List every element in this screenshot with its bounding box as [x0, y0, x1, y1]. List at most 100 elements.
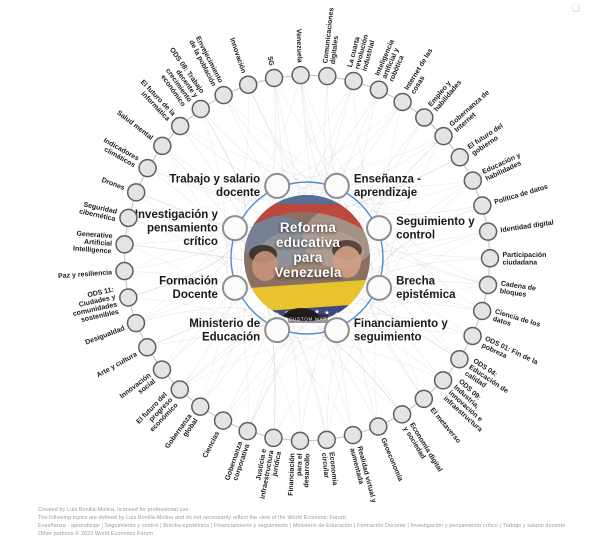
outer-topic-label[interactable]: Justicia einfraestructurajurídica	[252, 448, 283, 501]
outer-topic-node[interactable]	[392, 405, 412, 424]
outer-topic-node[interactable]	[170, 116, 190, 136]
inner-topic-label[interactable]: Enseñanza -aprendizaje	[354, 174, 421, 200]
outer-topic-label[interactable]: Innovaciónsocial	[119, 372, 157, 406]
outer-topic-node[interactable]	[191, 397, 210, 416]
outer-topic-label[interactable]: Realidad virtual yaumentada	[348, 446, 377, 505]
outer-topic-label[interactable]: GenerativeArtificialIntelligence	[73, 230, 113, 256]
inner-topic-label[interactable]: Ministerio de Educación	[189, 318, 260, 344]
outer-topic-node[interactable]	[290, 431, 310, 451]
inner-topic-node[interactable]	[264, 317, 291, 344]
outer-topic-label[interactable]: Gobernanza deInternet	[449, 89, 497, 134]
outer-topic-node[interactable]	[480, 249, 500, 268]
outer-topic-label[interactable]: Seguridadcibernética	[78, 201, 117, 223]
outer-topic-node[interactable]	[472, 301, 492, 321]
outer-topic-label[interactable]: Salud mental	[115, 110, 154, 142]
outer-topic-label[interactable]: Identidad digital	[500, 220, 554, 235]
outer-topic-label[interactable]: Cadena debloques	[499, 280, 536, 300]
inner-topic-node[interactable]	[366, 274, 393, 301]
outer-topic-node[interactable]	[138, 338, 157, 357]
inner-topic-label[interactable]: Brecha epistémica	[396, 276, 456, 302]
outer-topic-node[interactable]	[126, 183, 146, 202]
center-photo[interactable]: ★★★★★★★	[237, 195, 376, 344]
outer-topic-node[interactable]	[115, 235, 134, 254]
outer-topic-label[interactable]: Venezuela	[295, 29, 303, 63]
outer-topic-node[interactable]	[291, 65, 310, 85]
inner-topic-node[interactable]	[323, 317, 350, 344]
inner-topic-label[interactable]: Financiamiento y seguimiento	[354, 318, 449, 344]
outer-topic-node[interactable]	[317, 430, 336, 450]
outer-topic-node[interactable]	[344, 71, 363, 91]
custom-map-badge-label: CUSTOM MAP	[289, 317, 327, 322]
inner-topic-node[interactable]	[221, 274, 248, 301]
watermark-icon[interactable]: ❏	[571, 3, 580, 13]
outer-topic-node[interactable]	[138, 158, 157, 178]
outer-topic-label[interactable]: Ciencia de losdatos	[492, 309, 541, 337]
outer-topic-label[interactable]: Empleo yhabilidades	[427, 74, 463, 113]
outer-topic-node[interactable]	[478, 275, 498, 295]
outer-topic-node[interactable]	[264, 68, 284, 88]
outer-topic-label[interactable]: Economía digitaly sociedad	[402, 422, 444, 477]
inner-topic-node[interactable]	[323, 172, 350, 199]
outer-topic-label[interactable]: Financiaciónpara eldesarrollo	[288, 453, 312, 497]
outer-topic-node[interactable]	[152, 360, 172, 379]
outer-topic-label[interactable]: 5G	[266, 56, 275, 67]
outer-topic-label[interactable]: Indicadoresclimáticos	[98, 137, 140, 169]
outer-topic-node[interactable]	[473, 196, 492, 215]
inner-topic-label[interactable]: Trabajo y salario docente	[169, 174, 260, 200]
outer-topic-node[interactable]	[119, 288, 138, 307]
inner-topic-label[interactable]: Investigación y pensamiento crítico	[135, 209, 219, 248]
outer-topic-label[interactable]: Economíacircular	[320, 452, 338, 487]
inner-topic-node[interactable]	[221, 215, 248, 242]
outer-topic-node[interactable]	[153, 136, 172, 156]
outer-topic-label[interactable]: Comunicacionesdigitales	[322, 7, 343, 64]
outer-topic-label[interactable]: El futuro delgobierno	[467, 123, 509, 158]
outer-topic-node[interactable]	[450, 148, 470, 167]
outer-topic-node[interactable]	[369, 80, 389, 99]
outer-topic-node[interactable]	[415, 108, 434, 127]
outer-topic-label[interactable]: Ciencias	[202, 430, 221, 459]
outer-topic-node[interactable]	[343, 425, 363, 445]
outer-topic-label[interactable]: ODS 08: Trabajodecente ycrecimientoeconó…	[149, 47, 205, 108]
outer-topic-node[interactable]	[115, 261, 134, 281]
svg-text:educativa: educativa	[276, 235, 340, 250]
outer-topic-label[interactable]: Paz y resiliencia	[58, 269, 113, 280]
outer-topic-node[interactable]	[170, 380, 190, 399]
outer-topic-node[interactable]	[264, 428, 283, 448]
outer-topic-node[interactable]	[126, 313, 146, 333]
outer-topic-node[interactable]	[318, 66, 337, 86]
inner-topic-label[interactable]: Formación Docente	[159, 276, 218, 302]
outer-topic-node[interactable]	[434, 126, 453, 146]
inner-topic-node[interactable]	[264, 172, 291, 199]
outer-topic-node[interactable]	[238, 421, 257, 441]
outer-topic-node[interactable]	[450, 349, 469, 369]
outer-topic-label[interactable]: Desigualdad	[84, 325, 125, 346]
outer-topic-node[interactable]	[214, 85, 233, 105]
outer-topic-label[interactable]: El futuro delprogresoeconómico	[135, 391, 179, 436]
outer-topic-label[interactable]: Innovación	[228, 37, 247, 74]
outer-topic-node[interactable]	[463, 171, 483, 190]
outer-topic-label[interactable]: Geoeconomía	[379, 437, 404, 482]
outer-topic-label[interactable]: Educación yhabilidades	[481, 152, 525, 183]
outer-topic-node[interactable]	[119, 208, 138, 228]
outer-topic-node[interactable]	[191, 99, 211, 119]
outer-topic-label[interactable]: Drones	[100, 177, 125, 192]
outer-topic-label[interactable]: ODS 11:Ciudades ycomunidadessostenibles	[69, 287, 120, 326]
outer-topic-label[interactable]: Arte y cultura	[96, 351, 139, 379]
outer-topic-label[interactable]: Política de datos	[494, 184, 549, 207]
outer-topic-label[interactable]: Gobernanzacorporativa	[224, 441, 251, 484]
outer-topic-node[interactable]	[414, 389, 434, 409]
outer-topic-node[interactable]	[238, 75, 258, 94]
outer-topic-label[interactable]: Gobernanzaglobal	[164, 413, 200, 454]
outer-topic-node[interactable]	[213, 411, 233, 430]
outer-topic-node[interactable]	[369, 417, 388, 436]
inner-topic-label[interactable]: Seguimiento y control	[396, 216, 475, 242]
outer-topic-node[interactable]	[478, 222, 498, 241]
outer-topic-label[interactable]: La cuartarevoluciónindustrial	[347, 32, 377, 72]
outer-topic-label[interactable]: Internet de lascosas	[404, 47, 441, 95]
outer-topic-node[interactable]	[433, 371, 453, 390]
outer-topic-node[interactable]	[463, 326, 482, 346]
outer-topic-node[interactable]	[393, 92, 412, 112]
inner-topic-node[interactable]	[366, 215, 393, 242]
outer-topic-label[interactable]: Inteligenciaartificial yrobótica	[374, 39, 410, 83]
outer-topic-label[interactable]: Participación ciudadana	[502, 252, 546, 267]
